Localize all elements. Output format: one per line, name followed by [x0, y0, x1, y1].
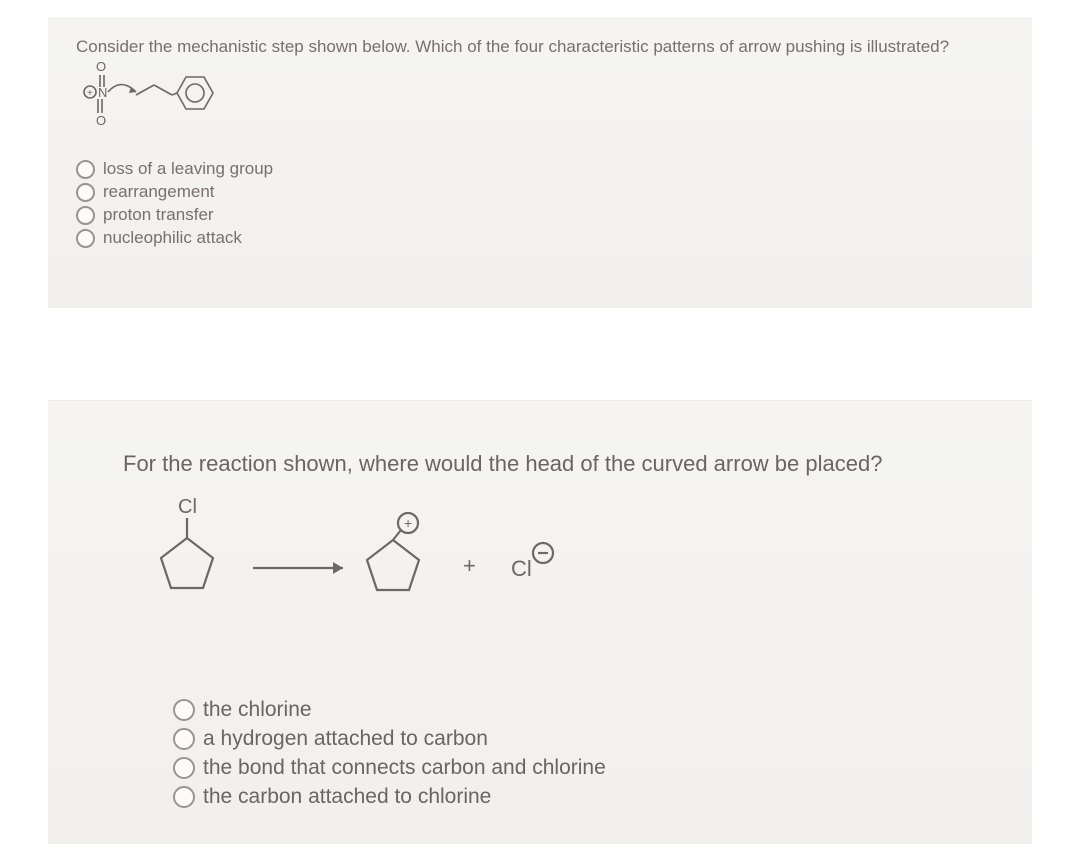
question-card-1: Consider the mechanistic step shown belo… — [48, 18, 1032, 308]
option-label: nucleophilic attack — [103, 228, 242, 248]
mechanism-diagram: O + N O — [76, 57, 236, 137]
radio-icon[interactable] — [76, 183, 95, 202]
cl-label: Cl — [178, 496, 197, 518]
option-row[interactable]: a hydrogen attached to carbon — [173, 727, 972, 751]
svg-text:+: + — [87, 88, 93, 99]
svg-text:O: O — [96, 59, 106, 74]
svg-text:+: + — [404, 515, 412, 531]
option-row[interactable]: the bond that connects carbon and chlori… — [173, 756, 972, 780]
question-1-diagram: O + N O — [76, 57, 1004, 147]
radio-icon[interactable] — [76, 206, 95, 225]
question-2-diagram: Cl + + Cl — [123, 488, 972, 628]
radio-icon[interactable] — [173, 786, 195, 808]
question-card-2: For the reaction shown, where would the … — [48, 400, 1032, 844]
option-row[interactable]: the chlorine — [173, 698, 972, 722]
option-label: proton transfer — [103, 205, 214, 225]
radio-icon[interactable] — [173, 757, 195, 779]
option-label: loss of a leaving group — [103, 159, 273, 179]
cl-anion-label: Cl — [511, 556, 532, 581]
question-2-prompt: For the reaction shown, where would the … — [123, 450, 972, 478]
option-label: the chlorine — [203, 698, 312, 722]
option-row[interactable]: the carbon attached to chlorine — [173, 785, 972, 809]
option-label: the carbon attached to chlorine — [203, 785, 491, 809]
radio-icon[interactable] — [173, 728, 195, 750]
option-label: rearrangement — [103, 182, 215, 202]
radio-icon[interactable] — [76, 160, 95, 179]
svg-text:N: N — [98, 85, 107, 100]
question-1-prompt: Consider the mechanistic step shown belo… — [76, 36, 1004, 57]
option-row[interactable]: proton transfer — [76, 205, 1004, 225]
svg-text:O: O — [96, 113, 106, 128]
radio-icon[interactable] — [173, 699, 195, 721]
option-row[interactable]: nucleophilic attack — [76, 228, 1004, 248]
plus-sign: + — [463, 553, 476, 578]
question-1-options: loss of a leaving group rearrangement pr… — [76, 159, 1004, 248]
option-label: a hydrogen attached to carbon — [203, 727, 488, 751]
option-label: the bond that connects carbon and chlori… — [203, 756, 606, 780]
radio-icon[interactable] — [76, 229, 95, 248]
option-row[interactable]: loss of a leaving group — [76, 159, 1004, 179]
reaction-diagram: Cl + + Cl — [123, 488, 623, 618]
question-2-options: the chlorine a hydrogen attached to carb… — [123, 698, 972, 809]
option-row[interactable]: rearrangement — [76, 182, 1004, 202]
